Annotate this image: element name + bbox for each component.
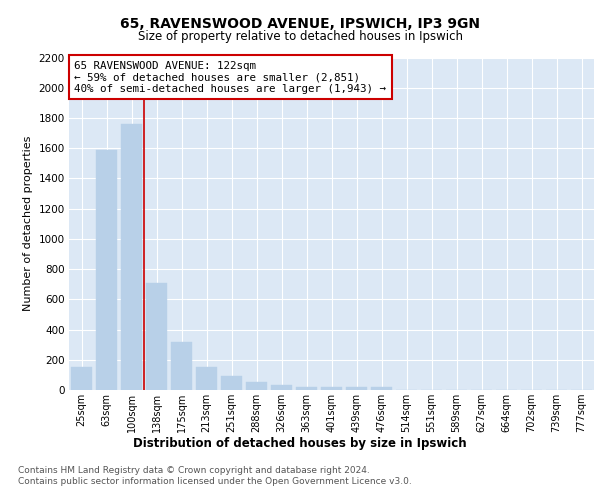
- Bar: [121, 124, 142, 390]
- Bar: [146, 282, 167, 390]
- Bar: [271, 386, 292, 390]
- Text: Size of property relative to detached houses in Ipswich: Size of property relative to detached ho…: [137, 30, 463, 43]
- Text: 65, RAVENSWOOD AVENUE, IPSWICH, IP3 9GN: 65, RAVENSWOOD AVENUE, IPSWICH, IP3 9GN: [120, 18, 480, 32]
- Text: 65 RAVENSWOOD AVENUE: 122sqm
← 59% of detached houses are smaller (2,851)
40% of: 65 RAVENSWOOD AVENUE: 122sqm ← 59% of de…: [74, 61, 386, 94]
- Bar: [346, 387, 367, 390]
- Bar: [371, 387, 392, 390]
- Bar: [196, 366, 217, 390]
- Bar: [246, 382, 267, 390]
- Y-axis label: Number of detached properties: Number of detached properties: [23, 136, 33, 312]
- Bar: [221, 376, 242, 390]
- Bar: [321, 387, 342, 390]
- Bar: [171, 342, 192, 390]
- Text: Distribution of detached houses by size in Ipswich: Distribution of detached houses by size …: [133, 438, 467, 450]
- Text: Contains HM Land Registry data © Crown copyright and database right 2024.: Contains HM Land Registry data © Crown c…: [18, 466, 370, 475]
- Bar: [96, 150, 117, 390]
- Bar: [71, 366, 92, 390]
- Text: Contains public sector information licensed under the Open Government Licence v3: Contains public sector information licen…: [18, 477, 412, 486]
- Bar: [296, 387, 317, 390]
